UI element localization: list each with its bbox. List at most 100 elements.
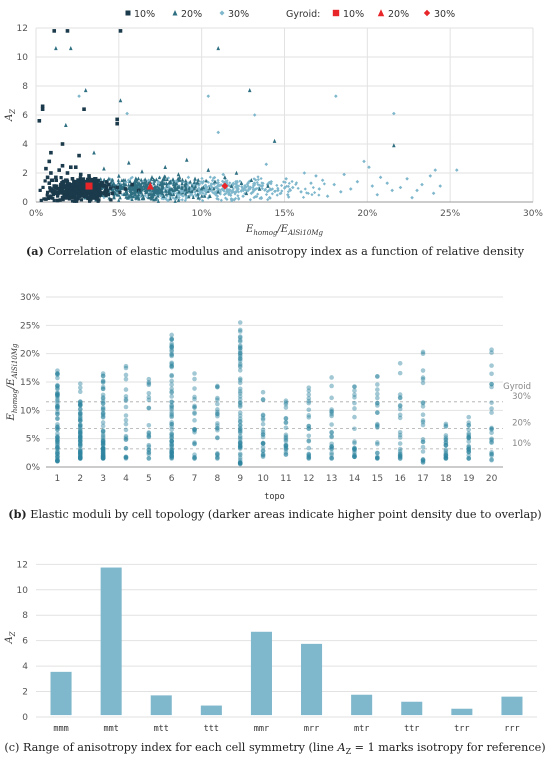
topo-point xyxy=(237,426,243,431)
topo-point xyxy=(420,449,426,454)
topo-point xyxy=(443,453,449,458)
x-tick-label: mmm xyxy=(53,724,68,734)
scatter-point xyxy=(147,192,151,196)
topo-point xyxy=(237,429,243,434)
scatter-point xyxy=(216,189,221,194)
scatter-point xyxy=(286,184,290,188)
scatter-point xyxy=(214,185,219,190)
topo-point xyxy=(100,452,106,458)
topo-point xyxy=(352,400,357,406)
topo-point xyxy=(466,432,472,438)
scatter-point xyxy=(317,187,322,191)
x-tick-label: 15% xyxy=(274,209,294,219)
scatter-point xyxy=(252,195,256,200)
scatter-point xyxy=(89,180,93,185)
topo-point xyxy=(123,455,129,460)
scatter-point xyxy=(251,187,255,192)
scatter-point xyxy=(65,185,70,190)
topo-point xyxy=(215,427,220,433)
scatter-point xyxy=(256,178,260,182)
scatter-point xyxy=(325,194,330,198)
scatter-point xyxy=(151,187,155,192)
scatter-point xyxy=(276,188,280,193)
topo-point xyxy=(77,431,83,436)
topo-point xyxy=(169,414,174,420)
topo-point xyxy=(375,400,380,406)
caption-a-text: Correlation of elastic modulus and aniso… xyxy=(47,245,525,258)
scatter-point xyxy=(104,180,108,184)
topo-point xyxy=(375,455,380,461)
scatter-point xyxy=(107,182,111,187)
scatter-point xyxy=(243,185,247,189)
topo-point xyxy=(169,352,174,358)
scatter-point xyxy=(81,177,86,181)
scatter-point xyxy=(40,104,45,109)
topo-point xyxy=(55,458,60,464)
scatter-point xyxy=(164,197,168,201)
scatter-point xyxy=(257,186,262,191)
scatter-point xyxy=(303,187,307,191)
topo-point xyxy=(329,444,334,449)
topo-point xyxy=(123,372,129,378)
scatter-point xyxy=(94,184,98,188)
scatter-point xyxy=(124,188,128,193)
topo-point xyxy=(192,455,197,460)
scatter-point xyxy=(72,185,76,189)
topo-point xyxy=(100,445,106,450)
scatter-point xyxy=(136,180,140,185)
topo-point xyxy=(55,393,60,398)
topo-point xyxy=(169,353,174,359)
topo-point xyxy=(169,424,174,429)
scatter-point xyxy=(118,182,122,187)
topo-point xyxy=(489,371,494,377)
topo-point xyxy=(100,453,106,458)
topo-point xyxy=(77,389,83,395)
topo-point xyxy=(77,439,83,445)
topo-point xyxy=(397,403,403,409)
x-tick-label: mrr xyxy=(304,724,319,734)
topo-point xyxy=(169,343,174,348)
topo-point xyxy=(169,344,174,350)
topo-point xyxy=(100,428,106,433)
scatter-point xyxy=(91,180,95,184)
scatter-point xyxy=(173,199,177,203)
topo-point xyxy=(329,413,334,419)
topo-point xyxy=(77,401,83,407)
scatter-point xyxy=(156,191,160,195)
topo-point xyxy=(55,454,60,460)
scatter-point xyxy=(49,194,53,198)
topo-point xyxy=(55,398,60,404)
scatter-point xyxy=(73,187,78,191)
topo-point xyxy=(55,451,60,457)
scatter-point xyxy=(260,181,264,185)
y-axis-label: AZ xyxy=(4,109,17,122)
topo-point xyxy=(420,458,426,464)
scatter-point xyxy=(120,178,124,183)
scatter-point xyxy=(163,164,168,169)
scatter-point xyxy=(67,197,71,201)
scatter-point xyxy=(204,186,208,190)
scatter-point xyxy=(275,193,279,197)
topo-point xyxy=(215,426,220,431)
scatter-point xyxy=(104,192,109,196)
topo-point xyxy=(466,431,472,436)
topo-column xyxy=(260,389,266,460)
scatter-point xyxy=(148,195,153,200)
topo-point xyxy=(77,427,83,433)
scatter-point xyxy=(203,183,208,187)
topo-point xyxy=(352,392,357,398)
scatter-point xyxy=(208,193,212,198)
topo-point xyxy=(237,433,243,439)
topo-point xyxy=(146,455,152,461)
topo-point xyxy=(215,455,220,461)
topo-point xyxy=(215,452,220,457)
scatter-point xyxy=(64,196,68,200)
topo-point xyxy=(100,433,106,439)
topo-point xyxy=(306,454,312,459)
scatter-point xyxy=(59,182,63,187)
topo-point xyxy=(77,455,83,461)
topo-point xyxy=(100,440,106,446)
topo-point xyxy=(169,407,174,412)
topo-point xyxy=(237,441,243,447)
topo-point xyxy=(77,399,83,405)
